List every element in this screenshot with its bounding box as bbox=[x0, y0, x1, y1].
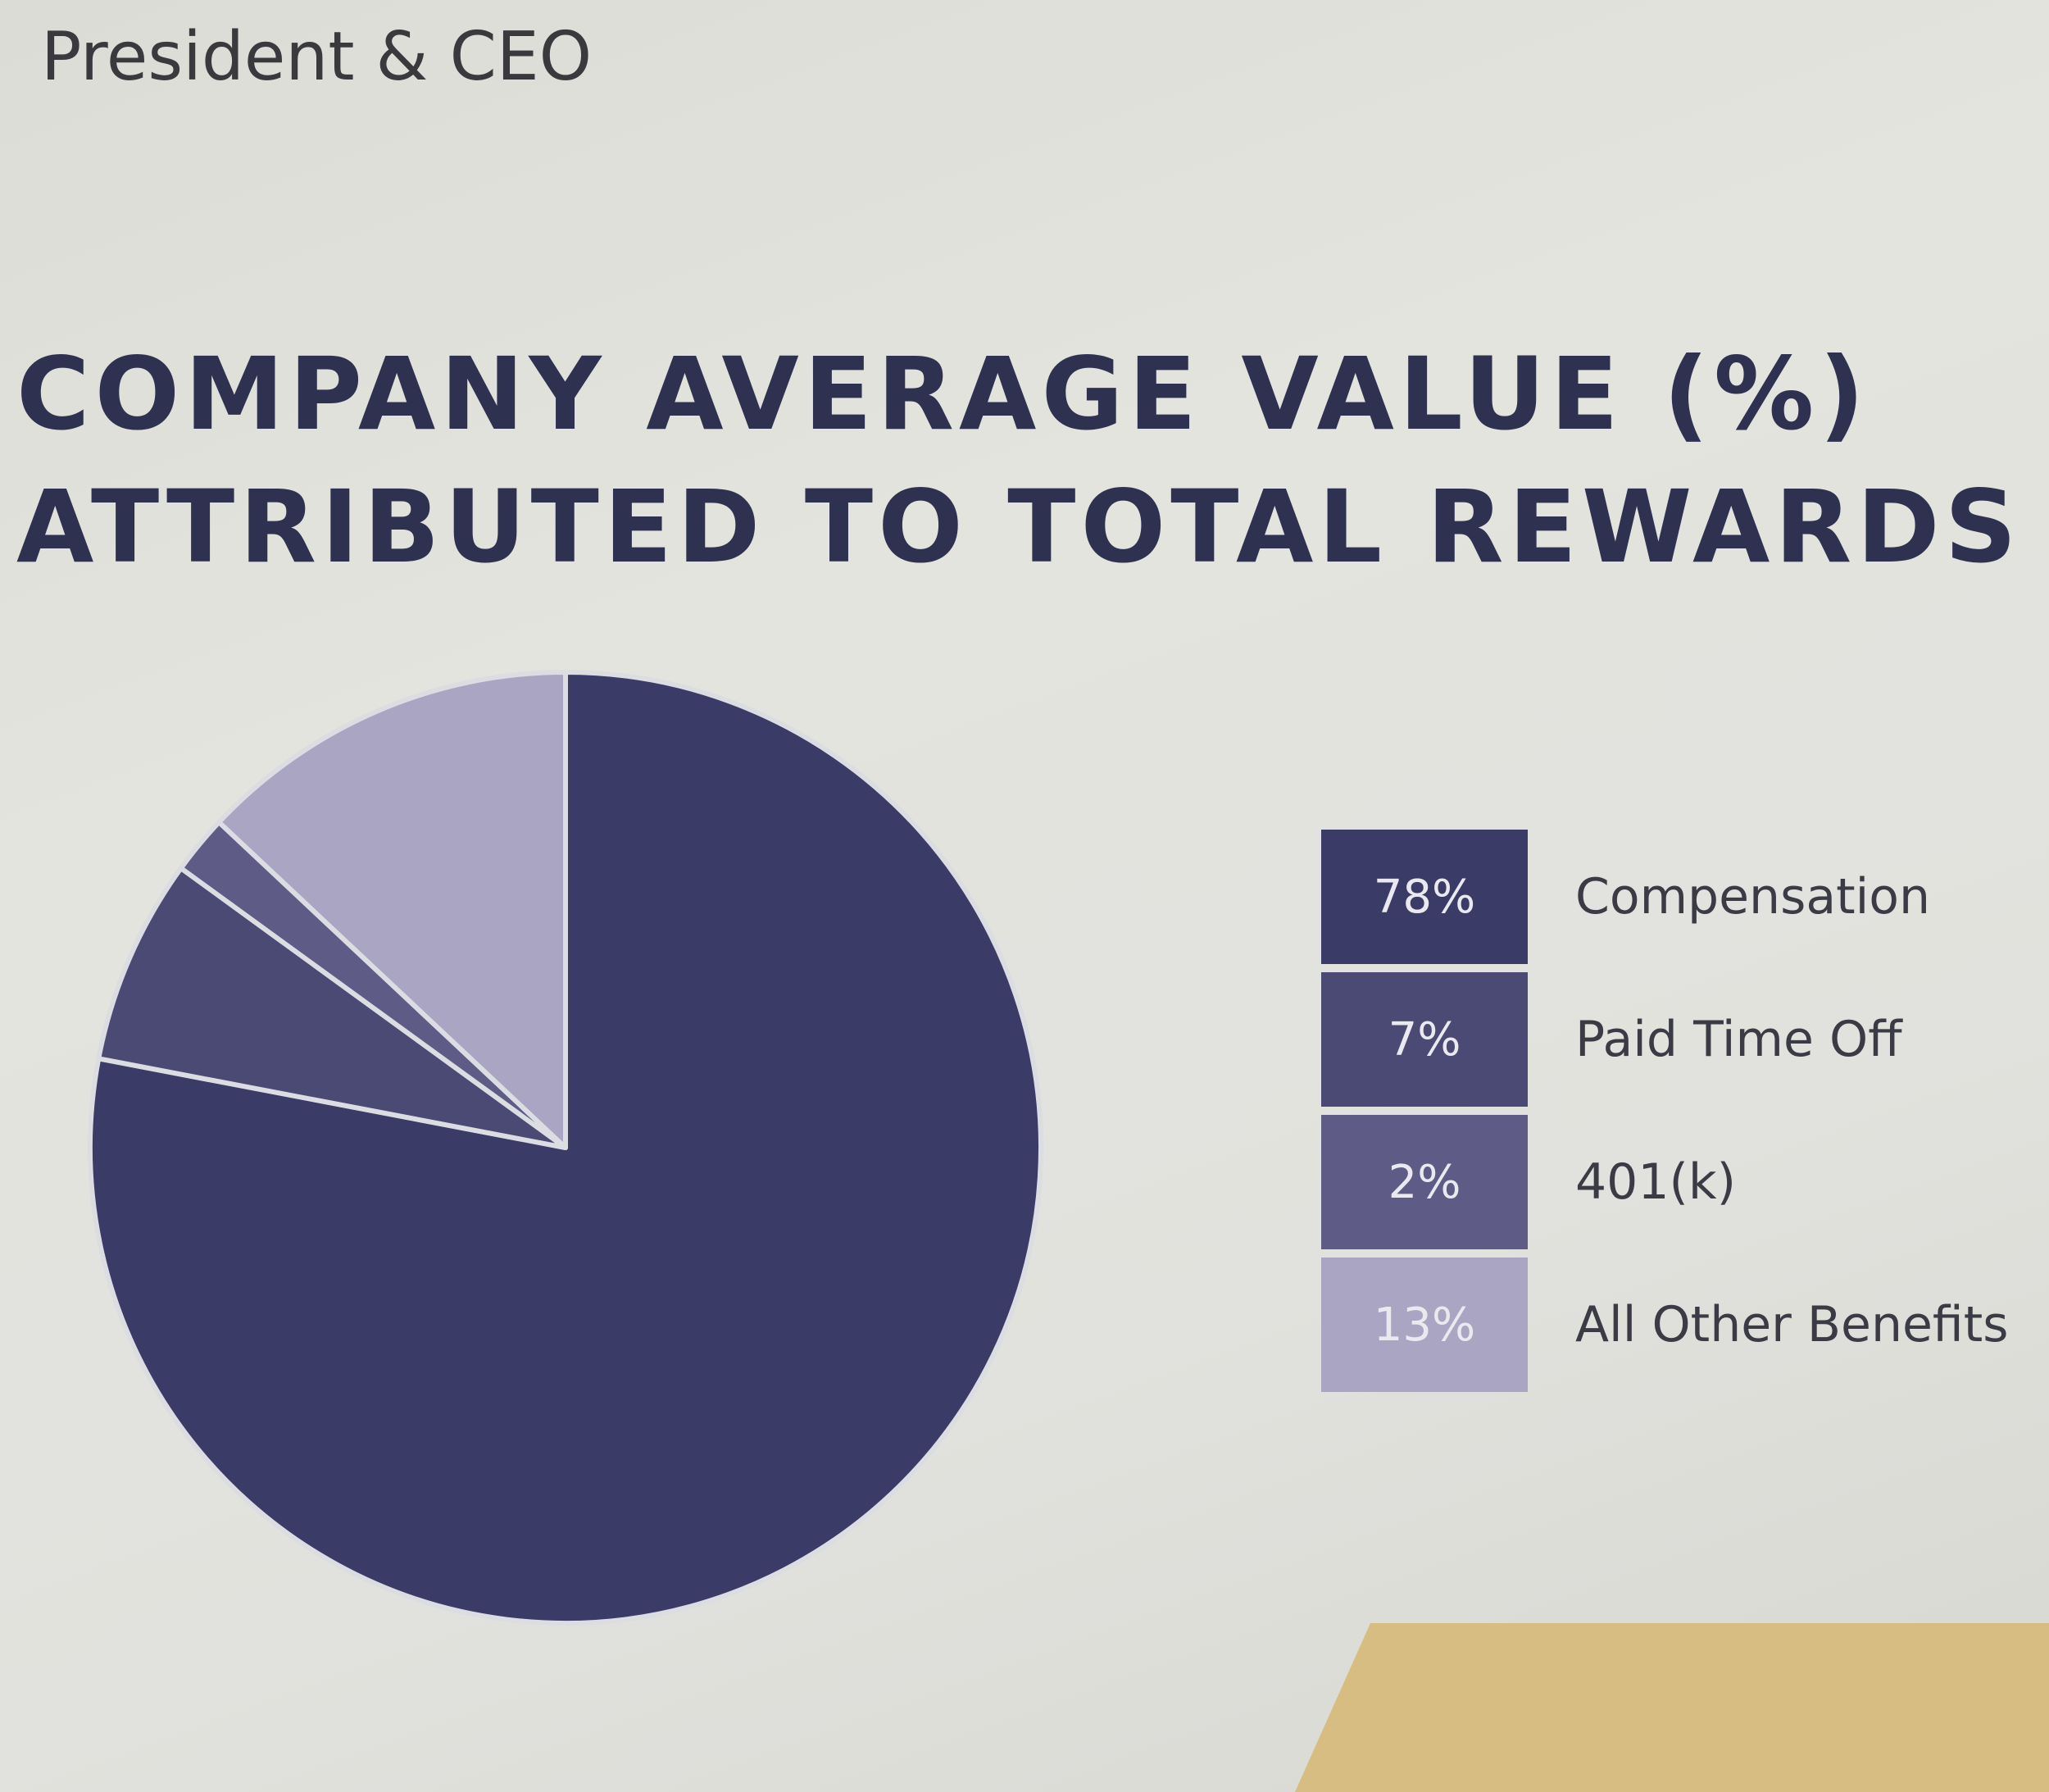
legend-label-compensation: Compensation bbox=[1575, 868, 1931, 926]
legend-swatch-paid-time-off: 7% bbox=[1321, 972, 1528, 1107]
legend-item-compensation: 78% Compensation bbox=[1321, 830, 2026, 964]
legend-swatch-all-other-benefits: 13% bbox=[1321, 1258, 1528, 1392]
legend-item-all-other-benefits: 13% All Other Benefits bbox=[1321, 1258, 2026, 1392]
legend-swatch-401k: 2% bbox=[1321, 1115, 1528, 1249]
legend-label-paid-time-off: Paid Time Off bbox=[1575, 1011, 1902, 1068]
pie-slice-all-other-benefits bbox=[216, 670, 568, 1150]
chart-title-line-1: COMPANY AVERAGE VALUE (%) bbox=[16, 336, 1870, 453]
pie-slice-paid-time-off bbox=[96, 866, 568, 1150]
chart-title: COMPANY AVERAGE VALUE (%) ATTRIBUTED TO … bbox=[16, 328, 2016, 594]
role-subtitle: President & CEO bbox=[41, 18, 593, 96]
chart-title-line-2: ATTRIBUTED TO TOTAL REWARDS bbox=[16, 469, 2022, 585]
legend-item-401k: 2% 401(k) bbox=[1321, 1115, 2026, 1249]
pie-chart bbox=[88, 670, 1043, 1626]
decorative-gold-shape bbox=[1295, 1623, 2049, 1792]
legend-label-401k: 401(k) bbox=[1575, 1153, 1737, 1211]
legend-label-all-other-benefits: All Other Benefits bbox=[1575, 1296, 2009, 1353]
legend-swatch-compensation: 78% bbox=[1321, 830, 1528, 964]
legend-item-paid-time-off: 7% Paid Time Off bbox=[1321, 972, 2026, 1107]
chart-legend: 78% Compensation 7% Paid Time Off 2% 401… bbox=[1321, 830, 2026, 1400]
